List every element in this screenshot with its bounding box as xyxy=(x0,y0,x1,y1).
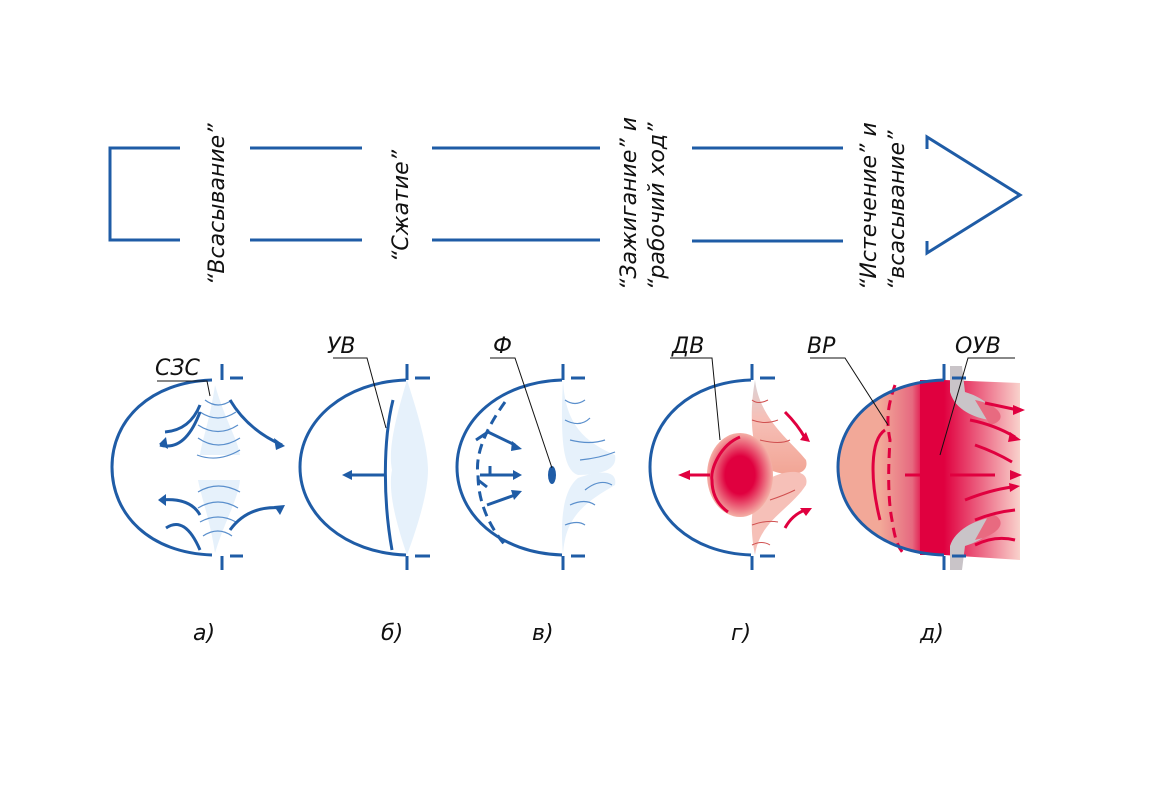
callout-ouv: ОУВ xyxy=(955,334,1001,359)
callout-szs: СЗС xyxy=(155,356,200,381)
chamber-d xyxy=(648,357,812,570)
callout-dv: ДВ xyxy=(671,334,704,359)
stage-label-intake: “Всасывание” xyxy=(205,123,230,285)
stage-label-ignition-1: “Зажигание” и xyxy=(617,117,642,290)
caption-e: д) xyxy=(919,621,944,646)
callout-vr: ВР xyxy=(807,334,836,359)
callout-f: Ф xyxy=(493,334,512,359)
chamber-b xyxy=(298,357,430,570)
caption-b: б) xyxy=(381,621,403,646)
stage-label-ignition-2: “рабочий ход” xyxy=(645,122,670,290)
process-arrow xyxy=(108,134,1023,256)
stage-label-compression: “Сжатие” xyxy=(389,149,414,262)
stage-label-exhaust-1: “Истечение” и xyxy=(857,122,882,290)
caption-c: в) xyxy=(532,621,554,646)
stage-label-exhaust-2: “всасывание” xyxy=(885,130,910,290)
callout-uv: УВ xyxy=(327,334,356,359)
caption-a: а) xyxy=(193,621,215,646)
caption-d: г) xyxy=(731,621,751,646)
chamber-c xyxy=(455,357,616,570)
chamber-e xyxy=(810,357,1025,570)
chamber-a xyxy=(110,364,285,570)
